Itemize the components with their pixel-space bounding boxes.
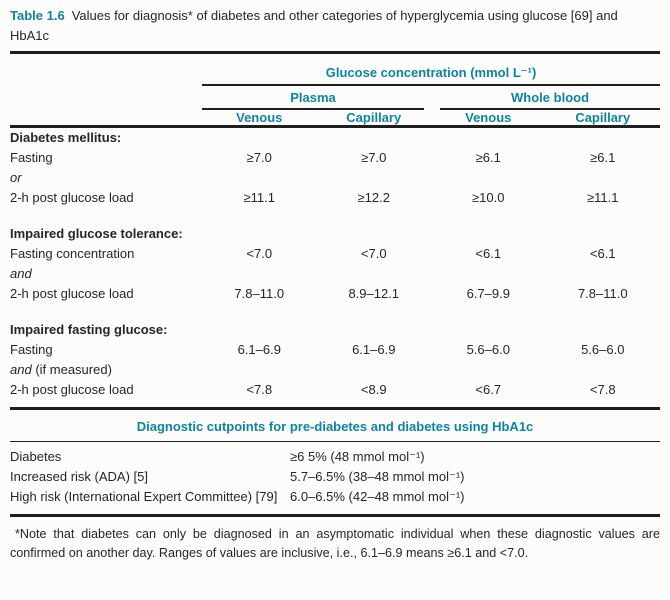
hba1c-label-high-risk: High risk (International Expert Committe… bbox=[10, 489, 278, 504]
cell-value: <6.1 bbox=[589, 246, 616, 261]
cell-value: ≥10.0 bbox=[472, 190, 505, 205]
cell-value bbox=[546, 360, 661, 380]
row-label: Fasting bbox=[10, 150, 53, 165]
top-divider bbox=[10, 51, 660, 54]
hba1c-section: Diagnostic cutpoints for pre-diabetes an… bbox=[10, 410, 660, 514]
cell-value: 5.6–6.0 bbox=[581, 342, 625, 357]
header-spacer bbox=[10, 86, 202, 110]
bottom-divider bbox=[10, 514, 660, 517]
cell-value: <7.8 bbox=[589, 382, 616, 397]
cell-value: 7.8–11.0 bbox=[577, 286, 628, 301]
glucose-units-header: Glucose concentration (mmol L⁻¹) bbox=[202, 54, 661, 86]
section-heading-row: Impaired fasting glucose: bbox=[10, 304, 660, 340]
scanned-table-page: Table 1.6 Values for diagnosis* of diabet… bbox=[10, 6, 661, 560]
cell-value: 6.1–6.9 bbox=[352, 342, 396, 357]
table-number-label: Table 1.6 bbox=[10, 8, 65, 23]
hba1c-row: Diabetes ≥6 5% (48 mmol mol⁻¹) bbox=[10, 447, 660, 467]
row-label: 2-h post glucose load bbox=[10, 382, 134, 397]
hba1c-value: ≥6 5% (48 mmol mol⁻¹) bbox=[290, 449, 425, 464]
plasma-group-cell: Plasma bbox=[202, 86, 431, 110]
table-caption: Table 1.6 Values for diagnosis* of diabet… bbox=[10, 6, 660, 46]
row-label: Fasting bbox=[10, 342, 53, 357]
cell-value bbox=[317, 264, 432, 284]
cell-value bbox=[431, 168, 546, 188]
column-header-wholeblood-venous: Venous bbox=[431, 110, 546, 128]
hba1c-label-diabetes: Diabetes bbox=[10, 449, 62, 464]
row-label: and (if measured) bbox=[10, 362, 112, 377]
cell-value bbox=[202, 168, 317, 188]
cell-value: ≥7.0 bbox=[246, 150, 272, 165]
column-header-plasma-capillary: Capillary bbox=[316, 110, 431, 128]
section-heading-row: Diabetes mellitus: bbox=[10, 127, 660, 149]
table-row: 2-h post glucose load <7.8 <8.9 <6.7 <7.… bbox=[10, 380, 660, 407]
cell-value: <6.7 bbox=[475, 382, 502, 397]
hba1c-row: High risk (International Expert Committe… bbox=[10, 487, 660, 507]
glucose-concentration-table: Glucose concentration (mmol L⁻¹) Plasma … bbox=[10, 54, 661, 407]
table-row: and bbox=[10, 264, 660, 284]
header-spacer bbox=[10, 110, 202, 128]
table-row: Fasting 6.1–6.9 6.1–6.9 5.6–6.0 5.6–6.0 bbox=[10, 340, 660, 360]
cell-value bbox=[546, 264, 661, 284]
cell-value: ≥6.1 bbox=[590, 150, 616, 165]
cell-value bbox=[431, 264, 546, 284]
section-heading-impaired-fasting-glucose: Impaired fasting glucose: bbox=[10, 322, 168, 337]
cell-value: 6.7–9.9 bbox=[466, 286, 510, 301]
cell-value bbox=[317, 360, 432, 380]
table-row: Fasting ≥7.0 ≥7.0 ≥6.1 ≥6.1 bbox=[10, 148, 660, 168]
hba1c-row: Increased risk (ADA) [5] 5.7–6.5% (38–48… bbox=[10, 467, 660, 487]
row-label: 2-h post glucose load bbox=[10, 190, 134, 205]
section-heading-row: Impaired glucose tolerance: bbox=[10, 208, 660, 244]
whole-blood-group-cell: Whole blood bbox=[431, 86, 661, 110]
cell-value: 6.1–6.9 bbox=[237, 342, 281, 357]
hba1c-divider bbox=[10, 441, 660, 442]
column-header-wholeblood-capillary: Capillary bbox=[545, 110, 661, 128]
hba1c-rows: Diabetes ≥6 5% (48 mmol mol⁻¹) Increased… bbox=[10, 442, 660, 514]
table-row: 2-h post glucose load ≥11.1 ≥12.2 ≥10.0 … bbox=[10, 188, 660, 208]
whole-blood-group-header: Whole blood bbox=[440, 86, 661, 110]
cell-value: <7.0 bbox=[360, 246, 387, 261]
row-label: and bbox=[10, 266, 32, 281]
cell-value: ≥12.2 bbox=[357, 190, 390, 205]
cell-value: <7.8 bbox=[246, 382, 273, 397]
row-label: Fasting concentration bbox=[10, 246, 135, 261]
cell-value: ≥11.1 bbox=[243, 190, 275, 205]
row-label: or bbox=[10, 170, 22, 185]
section-heading-impaired-glucose-tolerance: Impaired glucose tolerance: bbox=[10, 226, 183, 241]
cell-value bbox=[317, 168, 432, 188]
cell-value bbox=[202, 360, 317, 380]
section-heading-diabetes-mellitus: Diabetes mellitus: bbox=[10, 130, 122, 145]
table-footnote: *Note that diabetes can only be diagnose… bbox=[10, 527, 660, 560]
cell-value: <7.0 bbox=[246, 246, 273, 261]
row-label: 2-h post glucose load bbox=[10, 286, 134, 301]
cell-value bbox=[431, 360, 546, 380]
column-header-plasma-venous: Venous bbox=[202, 110, 317, 128]
plasma-group-header: Plasma bbox=[202, 86, 424, 110]
caption-text-line1: Values for diagnosis* of diabetes and ot… bbox=[71, 8, 618, 23]
table-row: Fasting concentration <7.0 <7.0 <6.1 <6.… bbox=[10, 244, 660, 264]
cell-value: <8.9 bbox=[360, 382, 387, 397]
hba1c-value: 5.7–6.5% (38–48 mmol mol⁻¹) bbox=[290, 469, 465, 484]
hba1c-section-heading: Diagnostic cutpoints for pre-diabetes an… bbox=[136, 419, 534, 434]
hba1c-label-increased-risk: Increased risk (ADA) [5] bbox=[10, 469, 148, 484]
table-row: 2-h post glucose load 7.8–11.0 8.9–12.1 … bbox=[10, 284, 660, 304]
header-spacer bbox=[10, 54, 202, 86]
cell-value: 7.8–11.0 bbox=[234, 286, 285, 301]
hba1c-value: 6.0–6.5% (42–48 mmol mol⁻¹) bbox=[290, 489, 465, 504]
caption-text-line2: HbA1c bbox=[10, 28, 50, 43]
glucose-units-header-cell: Glucose concentration (mmol L⁻¹) bbox=[202, 54, 661, 86]
cell-value: ≥7.0 bbox=[361, 150, 387, 165]
cell-value: 5.6–6.0 bbox=[466, 342, 510, 357]
cell-value bbox=[202, 264, 317, 284]
table-row: or bbox=[10, 168, 660, 188]
table-row: and (if measured) bbox=[10, 360, 660, 380]
cell-value bbox=[546, 168, 661, 188]
cell-value: 8.9–12.1 bbox=[348, 286, 400, 301]
cell-value: ≥11.1 bbox=[587, 190, 619, 205]
section-divider bbox=[10, 407, 660, 410]
cell-value: ≥6.1 bbox=[475, 150, 501, 165]
cell-value: <6.1 bbox=[475, 246, 502, 261]
